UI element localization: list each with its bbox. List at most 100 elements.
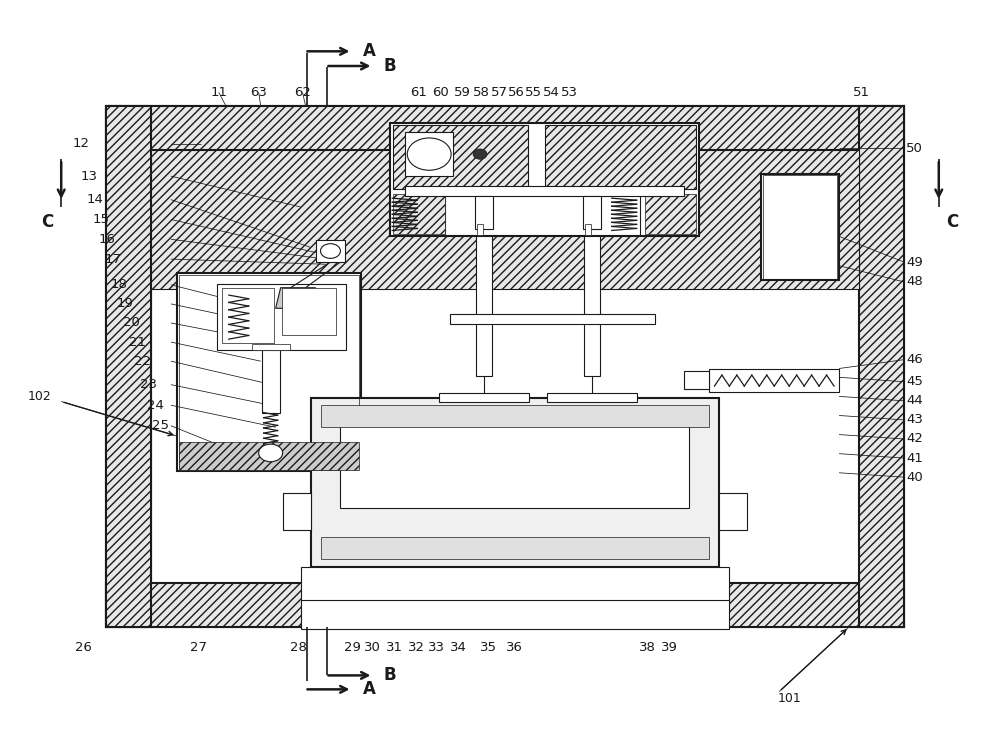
Text: 36: 36 [506,641,522,654]
Text: 58: 58 [473,86,489,99]
Bar [106,105,904,627]
Bar [106,105,904,150]
Bar [301,600,729,629]
Bar [584,237,600,376]
Bar [301,567,729,604]
Bar [106,105,151,627]
Text: C: C [41,213,53,231]
Text: 54: 54 [543,86,560,99]
Text: 51: 51 [852,86,869,99]
Bar [583,196,601,229]
Bar [761,174,839,280]
Text: 46: 46 [906,353,923,366]
Bar [179,274,359,469]
Text: 29: 29 [344,641,361,654]
Text: 43: 43 [906,413,923,427]
Text: 48: 48 [906,276,923,288]
Polygon shape [276,287,316,308]
Bar [320,405,709,427]
Bar [106,583,904,627]
Text: 30: 30 [364,641,381,654]
Text: 15: 15 [93,213,110,226]
Bar [476,237,492,376]
Text: 42: 42 [906,433,923,445]
Text: 61: 61 [410,86,427,99]
Text: 63: 63 [250,86,267,99]
Bar [177,273,361,471]
Text: 14: 14 [87,193,104,206]
Text: A: A [363,680,376,699]
Text: 53: 53 [561,86,578,99]
Text: 34: 34 [450,641,467,654]
Text: 101: 101 [777,692,801,705]
Bar [405,186,684,196]
Text: 38: 38 [639,641,656,654]
Circle shape [473,149,487,159]
Text: 56: 56 [508,86,524,99]
Text: 16: 16 [99,233,116,245]
Circle shape [320,244,340,259]
Bar [320,537,709,559]
Text: 18: 18 [111,279,127,291]
Text: 11: 11 [210,86,227,99]
Text: 33: 33 [428,641,445,654]
Text: 60: 60 [432,86,449,99]
Bar [450,314,655,324]
Bar [283,493,311,530]
Bar [340,406,689,508]
Bar [252,344,290,350]
Text: 25: 25 [152,419,169,433]
Text: 39: 39 [661,641,678,654]
Text: 32: 32 [408,641,425,654]
Bar [151,150,859,289]
Text: 24: 24 [147,399,163,412]
Bar [316,240,345,262]
Text: 26: 26 [75,641,92,654]
Text: 44: 44 [906,394,923,408]
Text: 31: 31 [386,641,403,654]
Text: 102: 102 [27,390,51,403]
Bar [217,284,346,350]
Bar [684,371,709,389]
Text: 62: 62 [294,86,311,99]
Text: 17: 17 [105,253,122,265]
Text: 22: 22 [134,354,151,368]
Text: B: B [384,57,397,75]
Text: 28: 28 [290,641,307,654]
Bar [393,125,528,189]
Text: 45: 45 [906,375,923,388]
Bar [390,122,699,237]
Text: 41: 41 [906,452,923,464]
Bar [393,194,445,234]
Text: 20: 20 [123,316,139,329]
Text: B: B [384,666,397,685]
Text: 57: 57 [491,86,508,99]
Bar [477,224,483,235]
Bar [405,132,453,176]
Bar [179,442,359,469]
Bar [282,287,336,335]
Bar [445,195,640,235]
Text: 12: 12 [73,137,90,150]
Bar [262,350,280,413]
Text: A: A [363,42,376,60]
Text: 35: 35 [480,641,497,654]
Text: 13: 13 [81,170,98,183]
Circle shape [407,138,451,170]
Text: 55: 55 [525,86,542,99]
Text: 27: 27 [190,641,207,654]
Bar [645,194,696,234]
Text: 23: 23 [140,378,157,391]
Text: C: C [947,213,959,231]
Text: 19: 19 [117,298,133,310]
Bar [151,150,859,583]
Text: 59: 59 [454,86,471,99]
Circle shape [259,444,283,462]
Bar [763,175,837,279]
Bar [585,224,591,235]
Bar [859,105,904,627]
Bar [439,394,529,402]
Bar [709,368,839,392]
Bar [547,394,637,402]
Text: 49: 49 [906,256,923,268]
